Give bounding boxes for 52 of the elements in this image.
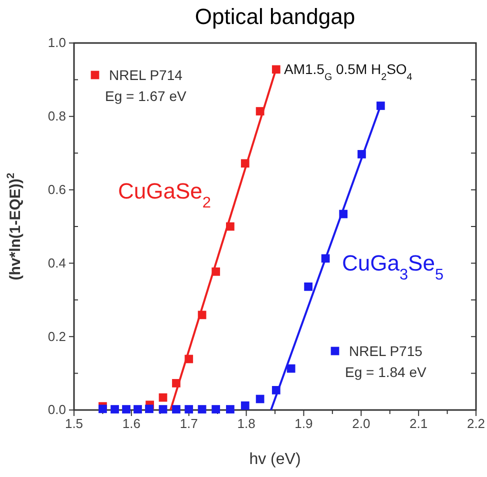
point: [172, 405, 180, 414]
chart-title: Optical bandgap: [194, 4, 356, 29]
point: [122, 405, 130, 414]
legend-label: NREL P715: [349, 343, 423, 359]
point: [256, 394, 264, 404]
point: [240, 159, 250, 168]
x-tick-label: 1.5: [64, 416, 84, 432]
annotation: Eg = 1.67 eV: [105, 88, 188, 104]
point: [158, 393, 168, 402]
point: [358, 150, 366, 158]
x-tick-label: 1.8: [237, 416, 256, 432]
annotation: AM1.5$_{G}$ 0.5M H$_{2}$SO$_{4}$: [284, 60, 413, 82]
point: [272, 65, 280, 74]
annotation: CuGa$_{3}$Se$_{5}$: [342, 250, 444, 284]
y-tick-label: 0.6: [48, 182, 66, 197]
point: [339, 210, 348, 218]
annotation: CuGaSe$_{2}$: [118, 178, 211, 212]
point: [158, 405, 168, 414]
y-tick-label: 0.8: [48, 108, 66, 124]
point: [256, 107, 264, 116]
x-tick-label: 1.7: [180, 416, 198, 432]
point: [212, 267, 220, 276]
point: [212, 405, 220, 414]
point: [240, 401, 250, 410]
x-tick-label: 2.0: [352, 416, 370, 432]
point: [304, 282, 312, 291]
point: [184, 354, 194, 364]
point: [376, 102, 385, 110]
x-tick-label: 1.6: [122, 416, 140, 432]
point: [110, 405, 119, 414]
point: [226, 222, 234, 231]
y-tick-label: 0.0: [48, 402, 66, 418]
x-axis-title: hv (eV): [249, 451, 301, 468]
point: [321, 254, 330, 263]
y-tick-label: 0.2: [48, 328, 66, 344]
x-tick-label: 1.9: [294, 416, 313, 432]
point: [286, 364, 296, 373]
point: [172, 379, 180, 388]
point: [226, 405, 234, 414]
point: [198, 310, 206, 320]
legend-label: NREL P714: [109, 67, 183, 83]
y-tick-label: 1.0: [48, 35, 66, 50]
x-tick-label: 2.2: [466, 416, 486, 432]
point: [184, 405, 194, 414]
point: [198, 405, 206, 414]
point: [145, 404, 154, 414]
point: [272, 386, 280, 394]
x-tick-label: 2.1: [410, 416, 428, 432]
point: [98, 404, 107, 414]
point: [134, 405, 142, 414]
annotation: Eg = 1.84 eV: [345, 364, 428, 380]
y-tick-label: 0.4: [48, 255, 66, 270]
